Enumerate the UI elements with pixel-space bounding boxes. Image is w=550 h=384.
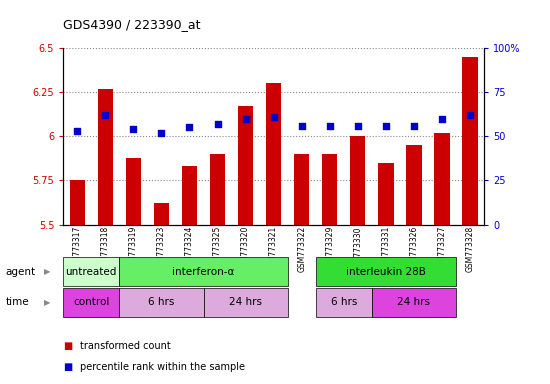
Bar [378, 163, 394, 225]
Bar [182, 166, 197, 225]
Text: 6 hrs: 6 hrs [148, 297, 174, 308]
Text: percentile rank within the sample: percentile rank within the sample [80, 362, 245, 372]
Bar [406, 145, 422, 225]
Bar [69, 180, 85, 225]
Point [129, 126, 138, 132]
Text: ▶: ▶ [43, 298, 50, 307]
Bar [322, 154, 338, 225]
Bar [153, 204, 169, 225]
Text: 24 hrs: 24 hrs [397, 297, 430, 308]
Text: interferon-α: interferon-α [172, 266, 235, 277]
Bar [238, 106, 254, 225]
Text: transformed count: transformed count [80, 341, 170, 351]
Text: interleukin 28B: interleukin 28B [346, 266, 426, 277]
Text: untreated: untreated [65, 266, 117, 277]
Bar [210, 154, 226, 225]
Point [185, 124, 194, 131]
Point [382, 122, 390, 129]
Point [409, 122, 418, 129]
Point [157, 130, 166, 136]
Text: ■: ■ [63, 341, 73, 351]
Bar [266, 83, 282, 225]
Text: ■: ■ [63, 362, 73, 372]
Bar [350, 136, 366, 225]
Point [270, 114, 278, 120]
Point [326, 122, 334, 129]
Bar [462, 57, 478, 225]
Bar [294, 154, 310, 225]
Text: control: control [73, 297, 109, 308]
Point [297, 122, 306, 129]
Text: 6 hrs: 6 hrs [331, 297, 357, 308]
Text: time: time [6, 297, 29, 308]
Text: agent: agent [6, 266, 36, 277]
Bar [125, 157, 141, 225]
Point [73, 128, 82, 134]
Point [465, 112, 474, 118]
Text: 24 hrs: 24 hrs [229, 297, 262, 308]
Point [213, 121, 222, 127]
Point [353, 122, 362, 129]
Point [101, 112, 110, 118]
Text: ▶: ▶ [43, 267, 50, 276]
Point [438, 116, 447, 122]
Text: GDS4390 / 223390_at: GDS4390 / 223390_at [63, 18, 201, 31]
Bar [97, 89, 113, 225]
Bar [434, 133, 450, 225]
Point [241, 116, 250, 122]
